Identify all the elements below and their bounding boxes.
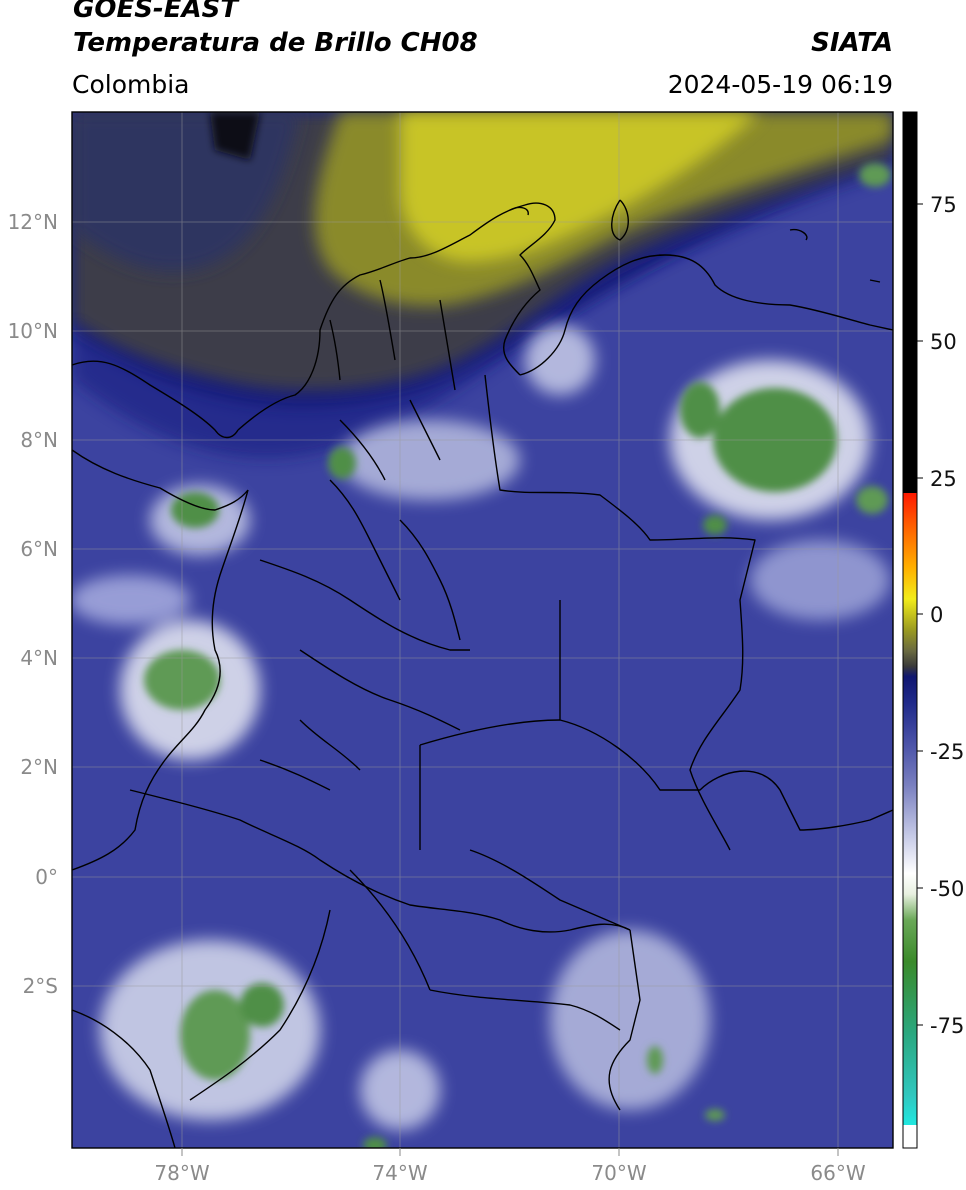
- lat-tick-label: 12°N: [8, 210, 58, 234]
- lon-tick-label: 74°W: [372, 1161, 427, 1185]
- colorbar-tick-label: -50: [930, 877, 964, 901]
- lat-tick-label: 2°S: [23, 974, 58, 998]
- lat-tick-label: 4°N: [20, 646, 58, 670]
- lon-ticks: 78°W 74°W 70°W 66°W: [154, 1148, 866, 1185]
- lat-tick-label: 8°N: [20, 428, 58, 452]
- lat-tick-label: 10°N: [8, 319, 58, 343]
- lat-ticks: 12°N 10°N 8°N 6°N 4°N 2°N 0° 2°S: [8, 210, 58, 998]
- lat-tick-label: 6°N: [20, 537, 58, 561]
- colorbar-tick-label: 50: [930, 330, 957, 354]
- country-boundaries: [72, 199, 893, 1148]
- colorbar: 75 50 25 0 -25 -50 -75: [902, 111, 964, 1149]
- lon-tick-label: 78°W: [154, 1161, 209, 1185]
- brightness-temperature-field: [72, 112, 893, 1148]
- product-title: Temperatura de Brillo CH08: [73, 28, 478, 58]
- datetime-label: 2024-05-19 06:19: [667, 70, 893, 99]
- colorbar-scale: [902, 111, 918, 1149]
- lon-tick-label: 66°W: [810, 1161, 865, 1185]
- lat-tick-label: 0°: [35, 865, 58, 889]
- map-gridlines: [72, 112, 893, 1148]
- source-label: SIATA: [811, 28, 893, 58]
- colorbar-tick-label: 0: [930, 603, 943, 627]
- lon-tick-label: 70°W: [591, 1161, 646, 1185]
- region-label: Colombia: [72, 70, 190, 99]
- colorbar-tick-label: -25: [930, 740, 964, 764]
- colorbar-tick-label: 75: [930, 193, 957, 217]
- colorbar-tick-label: 25: [930, 467, 957, 491]
- colorbar-tick-label: -75: [930, 1014, 964, 1038]
- lat-tick-label: 2°N: [20, 755, 58, 779]
- map-frame: [71, 111, 894, 1149]
- satellite-title: GOES-EAST: [73, 0, 239, 24]
